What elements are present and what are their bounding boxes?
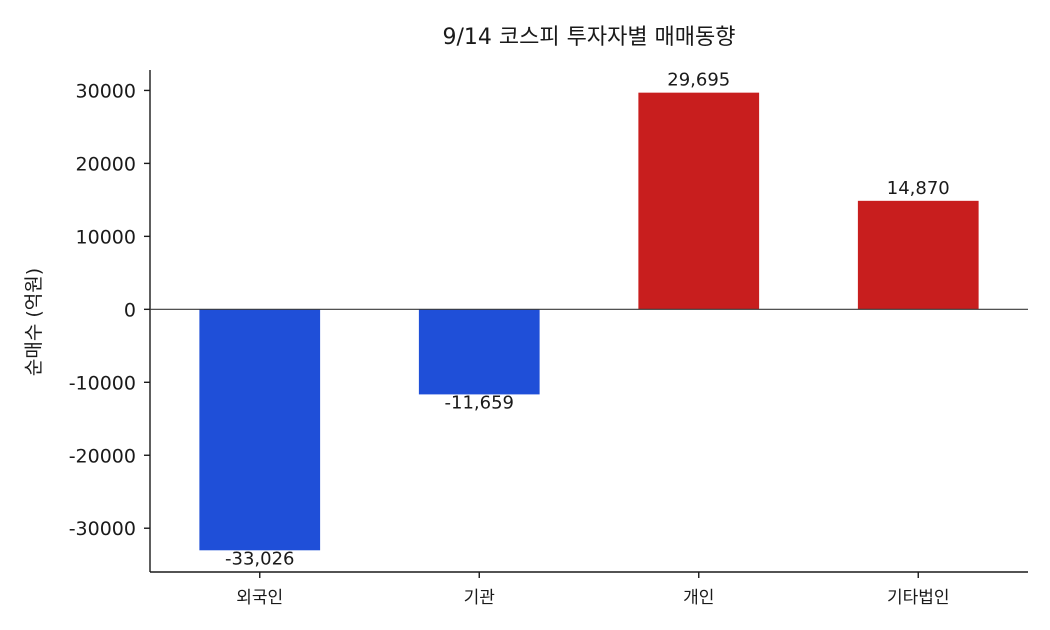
y-axis-label: 순매수 (억원) xyxy=(23,268,45,376)
x-tick-label: 기관 xyxy=(464,588,495,608)
x-tick-label: 기타법인 xyxy=(887,588,950,608)
y-tick-label: -20000 xyxy=(69,445,136,467)
data-label: -33,026 xyxy=(225,548,294,569)
y-tick-label: 20000 xyxy=(76,153,136,175)
data-label: 29,695 xyxy=(667,70,730,91)
bar xyxy=(857,200,979,310)
data-label: 14,870 xyxy=(887,178,950,199)
bar xyxy=(418,309,540,395)
bar xyxy=(199,309,321,551)
y-tick-label: 10000 xyxy=(76,226,136,248)
chart-title: 9/14 코스피 투자자별 매매동향 xyxy=(442,25,735,50)
y-tick-label: -10000 xyxy=(69,372,136,394)
data-label: -11,659 xyxy=(445,392,514,413)
y-tick-label: 30000 xyxy=(76,80,136,102)
x-tick-label: 외국인 xyxy=(236,588,283,608)
x-tick-label: 개인 xyxy=(683,588,714,608)
plot-area: 30000 20000 10000 0 -10000 -20000 -30000 외국인 -33… xyxy=(69,70,1028,608)
y-tick-label: -30000 xyxy=(69,518,136,540)
y-tick-label: 0 xyxy=(124,299,136,321)
bar xyxy=(638,92,760,310)
